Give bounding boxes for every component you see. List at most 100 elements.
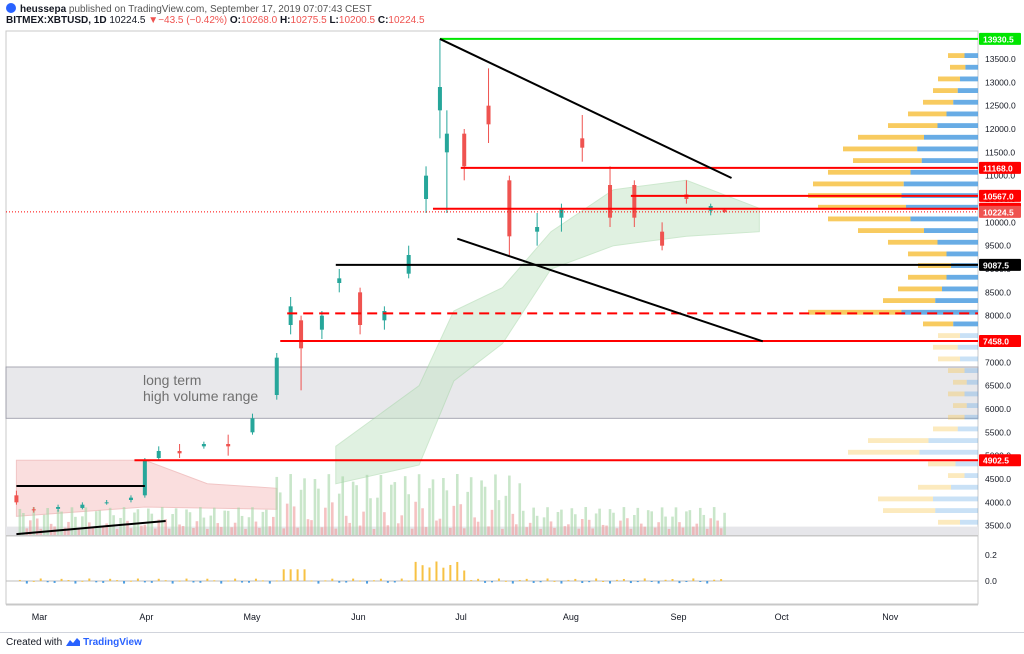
volume-profile-bar [858,134,924,140]
volume-bar [275,476,279,535]
price-tag [979,161,1021,174]
volume-bar [712,507,716,535]
volume-bar [685,511,688,535]
oscillator-bar [296,569,299,581]
volume-bar [608,509,612,535]
volume-bar [164,519,167,535]
background-layer [5,53,979,535]
oscillator-bar [574,578,577,581]
volume-bar [483,486,487,535]
price-tag [979,454,1021,467]
candle-body [580,138,585,148]
volume-bar [660,507,664,535]
volume-profile-bar [910,216,978,222]
volume-bar [254,521,258,535]
volume-profile-bar [948,473,965,478]
volume-profile-bar [942,286,978,292]
volume-bar [435,520,438,535]
volume-profile-bar [923,99,954,105]
time-axis-label: May [244,612,262,622]
oscillator-bar [435,561,438,581]
oscillator-axis-label: 0.2 [985,550,997,560]
oscillator-bar [150,581,153,583]
volume-bar [417,474,421,535]
volume-bar [223,510,226,535]
volume-profile-bar [966,379,978,385]
oscillator-bar [289,569,292,581]
high-value: 10275.5 [290,15,327,26]
oscillator-bar [379,578,382,581]
oscillator-bar [88,578,91,581]
volume-bar [626,518,629,535]
candle-body [462,133,467,167]
symbol-name: BITMEX:XBTUSD, 1D [6,15,107,26]
volume-bar [216,523,220,535]
oscillator-bar [692,578,695,581]
volume-profile-bar [955,461,978,467]
volume-bar [143,524,147,535]
price-change: −43.5 (−0.42%) [158,15,228,26]
oscillator-bar [39,578,42,581]
oscillator-bar [699,581,702,582]
price-axis-label: 13000.0 [985,77,1016,87]
volume-profile-bar [858,228,924,233]
oscillator-bar [74,581,77,584]
close-label: C: [377,15,389,26]
volume-bar [101,526,105,535]
volume-bar [393,482,397,535]
oscillator-bar [428,567,431,581]
oscillator-bar [497,578,500,581]
volume-profile-bar [953,99,978,105]
volume-profile-bar [919,449,978,455]
oscillator-bar [129,580,132,582]
candle-body [56,507,61,509]
volume-profile-bar [853,158,922,163]
volume-profile-bar [933,496,978,502]
oscillator-bar [234,578,237,581]
volume-bar [230,527,233,535]
volume-bar [428,488,431,535]
price-axis-label: 3500.0 [985,521,1011,531]
volume-bar [376,497,379,535]
tradingview-link[interactable]: TradingView [83,637,142,648]
oscillator-bar [282,569,285,581]
volume-profile-bar [937,239,978,245]
price-chart[interactable]: 0.2 0.0 13500.0 13000.0 12500.0 12000.0 11500… [0,28,1024,632]
volume-profile-bar [935,508,978,513]
range-label-line2: high volume range [143,388,258,404]
volume-profile-bar [888,239,938,245]
oscillator-bar [109,578,112,581]
oscillator-bar [449,565,452,581]
volume-bar [657,522,660,535]
footer: Created with TradingView [0,632,1024,654]
range-label-line1: long term [143,372,201,388]
volume-bar [119,517,122,535]
oscillator-bar [164,580,167,582]
oscillator-bar [261,580,264,582]
oscillator-bar [609,581,612,584]
oscillator-bar [46,581,49,583]
price-axis-label: 12000.0 [985,124,1016,134]
author-name[interactable]: heussepa [20,4,67,15]
volume-bar [140,525,143,535]
drawings-layer [6,37,978,536]
candle-body [250,418,255,433]
volume-bar [501,528,504,535]
author-avatar[interactable] [6,3,16,13]
symbol-line: BITMEX:XBTUSD, 1D 10224.5 ▼−43.5 (−0.42%… [6,15,425,26]
volume-bar [431,479,435,535]
price-axis-label: 5500.0 [985,427,1011,437]
oscillator-bar [67,580,70,582]
candle-body [177,451,182,454]
volume-bar [574,514,577,535]
volume-bar [705,528,709,535]
volume-bar [490,509,494,535]
volume-bar [615,528,619,535]
oscillator-bar [442,567,445,581]
volume-bar [546,507,549,535]
volume-bar [678,522,681,535]
volume-profile-bar [813,181,904,187]
oscillator-bar [310,580,313,582]
volume-profile-bar [848,449,920,455]
candle-body [486,105,491,125]
